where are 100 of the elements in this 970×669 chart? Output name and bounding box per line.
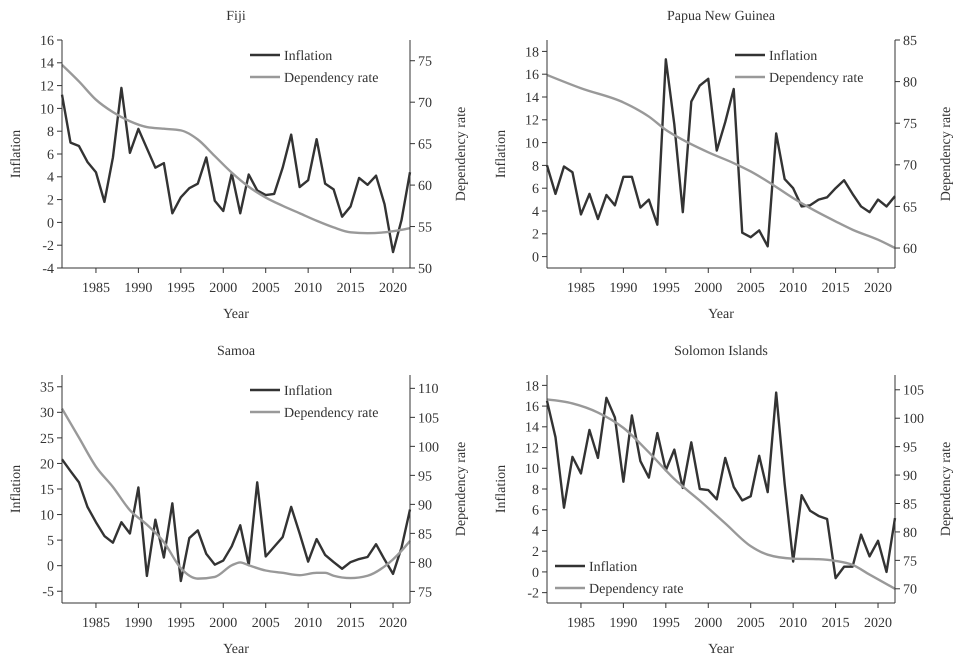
y2-tick-label: 95 [903,440,917,456]
y-tick-label: -4 [42,262,54,277]
y2-tick-label: 100 [418,440,439,456]
y2-tick-label: 55 [418,220,432,236]
y-tick-label: 2 [47,194,54,208]
x-axis-title: Year [708,642,734,657]
y-tick-label: 12 [525,441,539,456]
y-tick-label: 0 [47,216,54,232]
y2-tick-label: 75 [418,54,432,70]
y2-tick-label: 65 [418,138,432,153]
y-tick-label: 20 [40,457,54,472]
y2-tick-label: 85 [903,34,917,49]
line-series [60,407,412,580]
x-tick-label: 2020 [379,616,408,631]
y2-axis-title: Dependency rate [939,442,954,536]
y-tick-label: 16 [525,400,539,415]
y-tick-label: -2 [42,239,54,254]
x-tick-label: 2000 [694,616,722,631]
y-tick-label: 0 [47,560,54,575]
y-tick-label: 6 [532,504,539,519]
y-tick-label: 10 [525,136,539,152]
y-tick-label: 8 [532,159,539,174]
y2-tick-label: 75 [418,585,432,600]
y-tick-label: 12 [525,114,539,129]
y-tick-label: 10 [40,102,54,118]
legend-label: Inflation [284,384,332,399]
y-tick-label: 4 [532,204,539,220]
x-axis-title: Year [708,307,734,322]
x-tick-label: 1985 [82,281,110,296]
x-tick-label: 1995 [166,616,195,631]
y-tick-label: 8 [532,482,539,498]
y-tick-label: 14 [525,90,539,106]
x-tick-label: 2010 [779,616,808,631]
x-axis-title: Year [223,307,250,322]
y2-tick-label: 75 [903,554,917,570]
y2-tick-label: 110 [418,382,438,398]
y-tick-label: 2 [532,228,539,243]
x-axis-title: Year [223,642,250,657]
y2-tick-label: 65 [903,200,917,216]
y-tick-label: 16 [40,34,54,49]
x-tick-label: 1985 [566,616,595,631]
y2-tick-label: 80 [418,556,432,572]
y-axis-title: Inflation [9,464,24,514]
x-tick-label: 1985 [566,281,595,296]
y2-tick-label: 60 [903,242,917,257]
x-tick-label: 2005 [252,281,280,296]
x-tick-label: 1995 [652,281,680,296]
x-tick-label: 2010 [779,281,808,296]
y2-tick-label: 85 [903,497,917,512]
x-tick-label: 2020 [379,281,408,296]
x-tick-label: 2015 [336,281,365,296]
y-tick-label: 4 [532,524,539,540]
y-tick-label: 6 [532,182,539,198]
y-tick-label: 10 [525,462,539,478]
y2-axis-title: Dependency rate [454,106,469,202]
x-tick-label: 1995 [166,281,195,296]
y2-axis-title: Dependency rate [939,106,954,202]
y-tick-label: 8 [47,125,54,140]
y-tick-label: 5 [47,534,54,550]
legend-label: Dependency rate [284,406,378,421]
y2-tick-label: 90 [418,498,432,514]
y-tick-label: 4 [47,170,54,186]
y2-tick-label: 60 [418,178,432,194]
y-axis-title: Inflation [494,464,509,514]
x-tick-label: 1990 [124,616,152,631]
y-tick-label: 15 [40,482,54,498]
x-tick-label: 2010 [294,281,322,296]
y-tick-label: 14 [525,420,539,436]
y2-tick-label: 70 [903,158,917,174]
y2-tick-label: 50 [418,262,432,277]
y2-tick-label: 75 [903,117,917,132]
y-axis-title: Inflation [494,130,509,178]
x-tick-label: 2015 [336,616,365,631]
chart-title: Papua New Guinea [666,9,776,24]
legend-label: Dependency rate [589,582,684,597]
x-tick-label: 2005 [736,616,765,631]
y-tick-label: 0 [532,250,539,266]
y-tick-label: 6 [47,148,54,163]
y2-tick-label: 80 [903,526,917,541]
x-tick-label: 2000 [694,281,722,296]
x-tick-label: 1985 [82,616,110,631]
x-tick-label: 2000 [209,616,238,631]
y-tick-label: -2 [527,586,539,602]
legend-label: Dependency rate [769,70,864,86]
x-tick-label: 2005 [252,616,280,631]
y2-tick-label: 70 [418,96,432,112]
legend-label: Dependency rate [284,70,378,86]
x-tick-label: 2015 [822,616,850,631]
y-tick-label: 16 [525,68,539,84]
y2-axis-title: Dependency rate [454,442,469,536]
y2-tick-label: 90 [903,468,917,484]
y-tick-label: 30 [40,406,54,422]
y-tick-label: 12 [40,80,54,94]
y-tick-label: 14 [40,56,54,72]
x-tick-label: 1990 [124,281,152,296]
y2-tick-label: 80 [903,76,917,91]
legend-label: Inflation [284,48,332,64]
x-tick-label: 2020 [864,616,892,631]
y-tick-label: 0 [532,566,539,581]
y2-tick-label: 105 [418,411,439,426]
